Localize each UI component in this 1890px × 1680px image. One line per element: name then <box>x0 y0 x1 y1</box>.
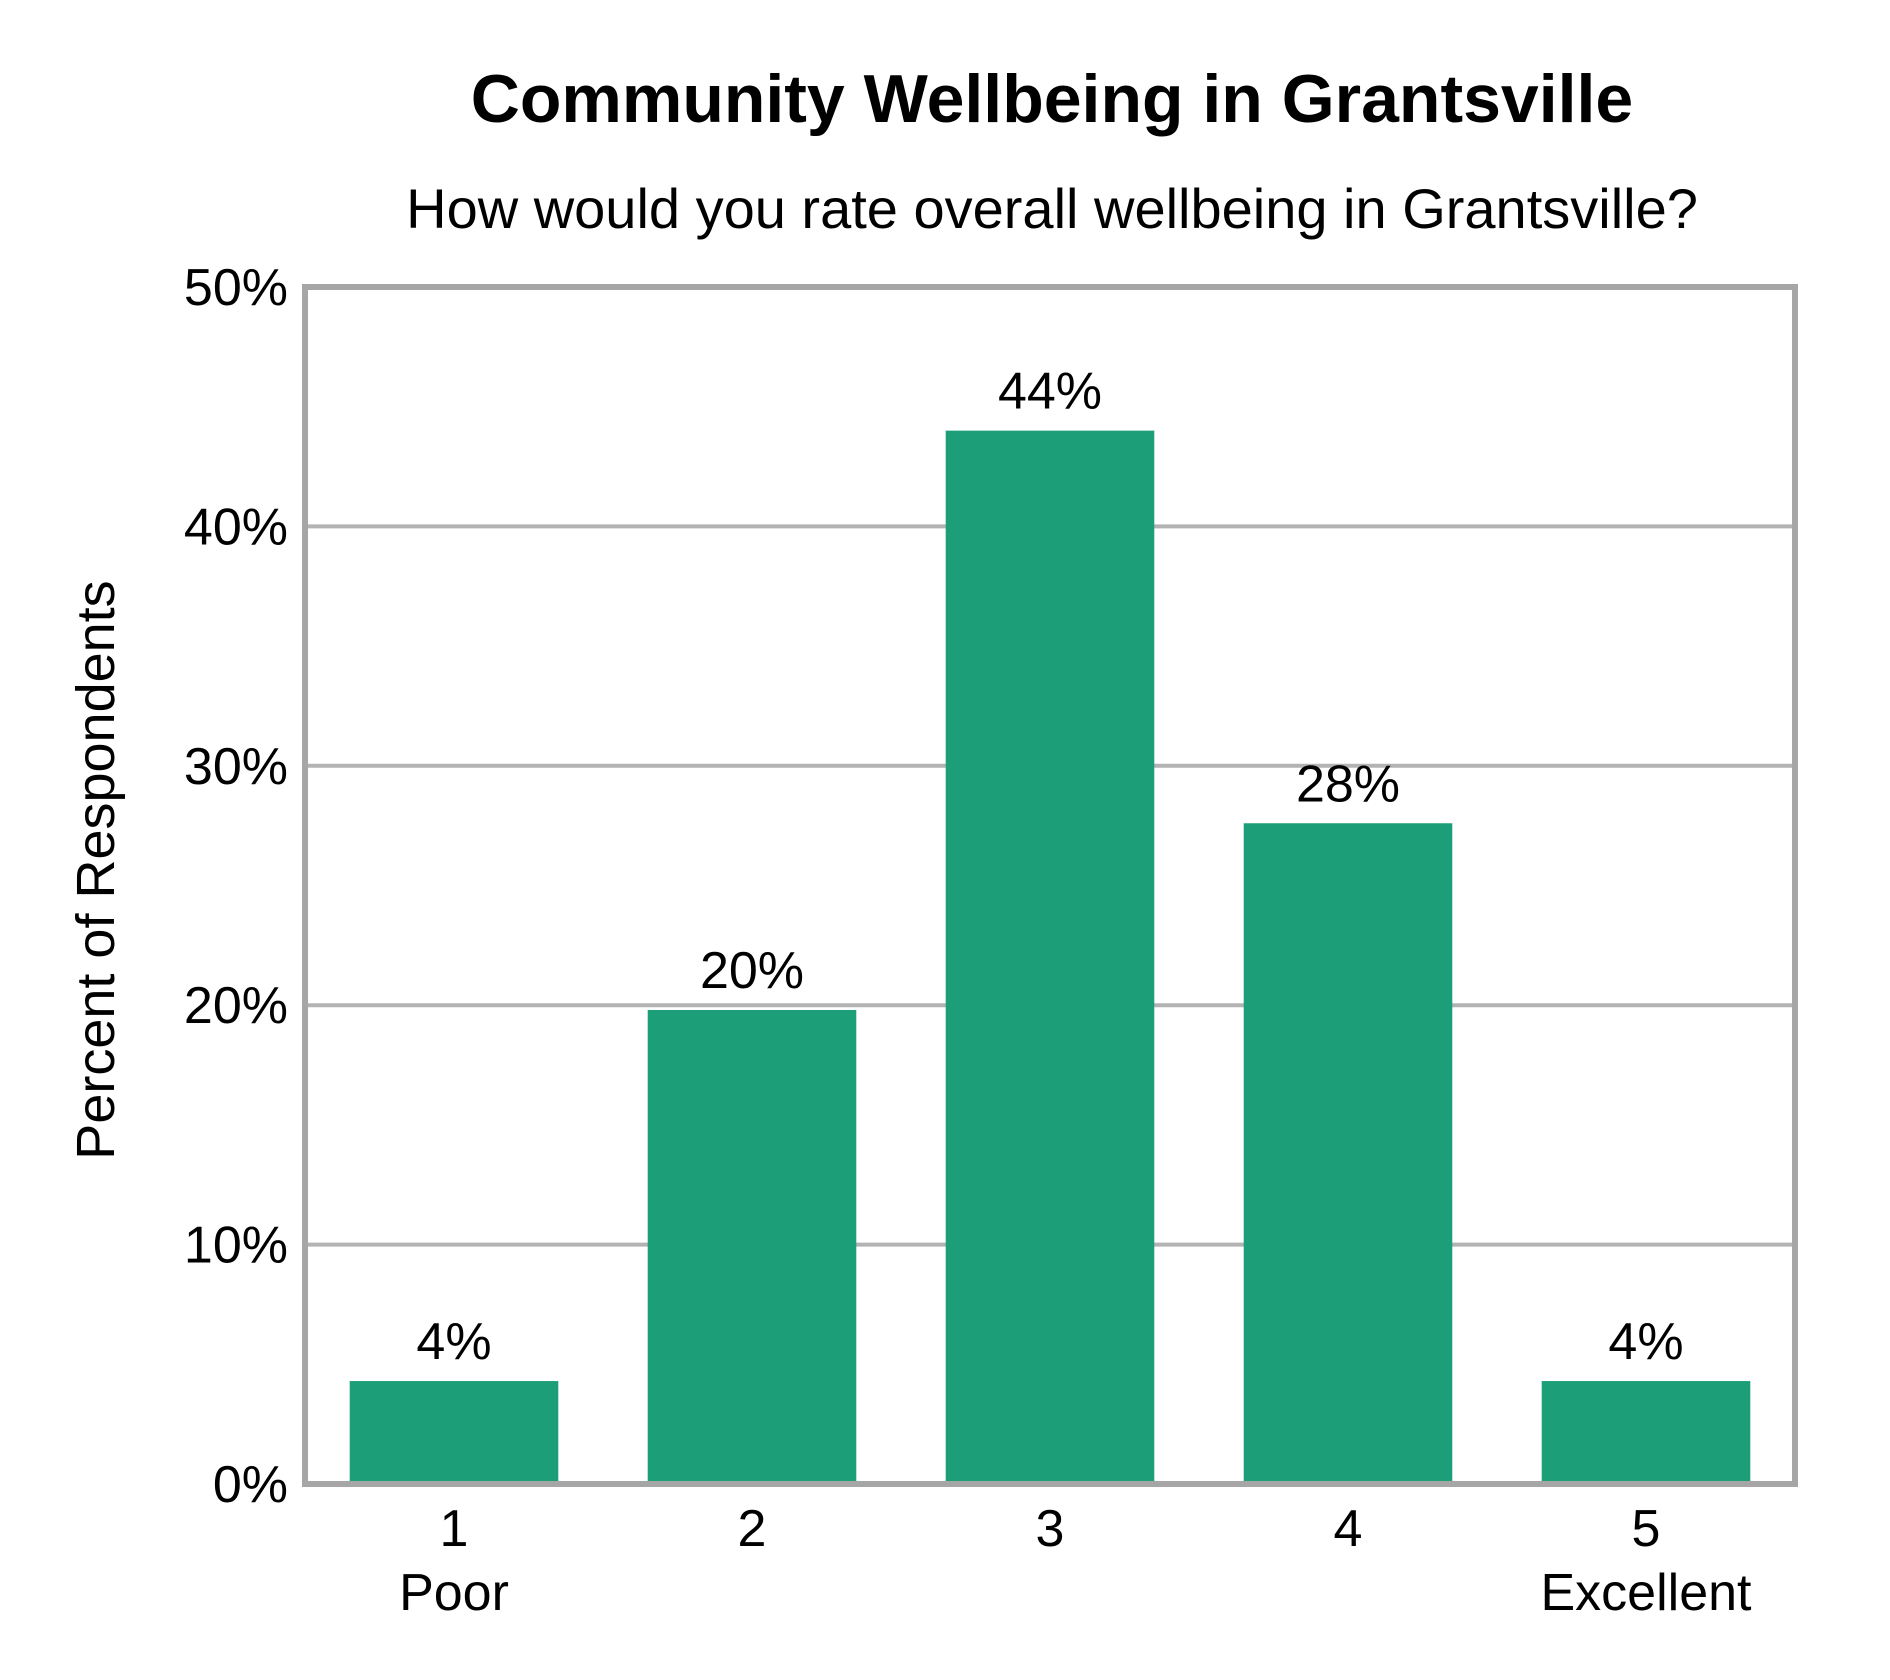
data-labels: 4% 20% 44% 28% 4% <box>416 363 1683 1371</box>
y-tick-label-0: 0% <box>213 1456 288 1514</box>
y-tick-label-3: 30% <box>184 738 288 796</box>
chart-title: Community Wellbeing in Grantsville <box>471 61 1633 137</box>
y-tick-label-4: 40% <box>184 498 288 556</box>
data-label-3: 44% <box>998 363 1102 421</box>
bar-5 <box>1541 1381 1751 1484</box>
data-label-4: 28% <box>1296 755 1400 813</box>
y-tick-label-1: 10% <box>184 1217 288 1275</box>
y-axis-label: Percent of Respondents <box>66 580 126 1159</box>
x-tick-sublabel-5: Excellent <box>1541 1564 1753 1622</box>
bar-2 <box>647 1009 857 1484</box>
data-label-5: 4% <box>1608 1313 1683 1371</box>
bar-3 <box>945 430 1155 1484</box>
x-tick-label-4: 4 <box>1334 1500 1363 1558</box>
bar-4 <box>1243 823 1453 1484</box>
x-tick-label-2: 2 <box>738 1500 767 1558</box>
y-tick-labels: 0% 10% 20% 30% 40% 50% <box>184 259 288 1514</box>
y-tick-label-2: 20% <box>184 977 288 1035</box>
chart-subtitle: How would you rate overall wellbeing in … <box>406 177 1698 240</box>
plot-border <box>302 284 1798 1487</box>
data-label-2: 20% <box>700 942 804 1000</box>
x-tick-label-3: 3 <box>1036 1500 1065 1558</box>
x-tick-labels: 1 Poor 2 3 4 5 Excellent <box>399 1500 1752 1622</box>
x-tick-sublabel-1: Poor <box>399 1564 509 1622</box>
data-label-1: 4% <box>416 1313 491 1371</box>
bar-1 <box>349 1381 559 1484</box>
bars <box>349 430 1751 1484</box>
y-tick-label-5: 50% <box>184 259 288 317</box>
x-tick-label-1: 1 <box>440 1500 469 1558</box>
x-tick-label-5: 5 <box>1632 1500 1661 1558</box>
plot-frame <box>302 284 1798 1487</box>
